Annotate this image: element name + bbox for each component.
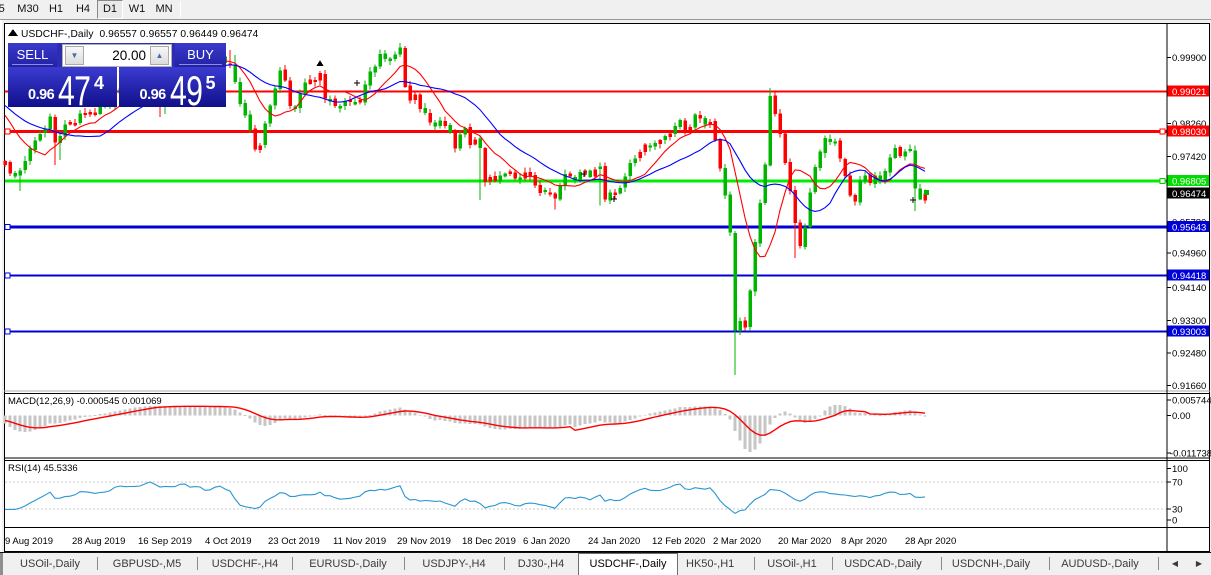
svg-text:RSI(14) 45.5336: RSI(14) 45.5336 (8, 463, 78, 474)
svg-text:0.99900: 0.99900 (1172, 53, 1206, 64)
svg-text:0.93003: 0.93003 (1172, 327, 1206, 338)
svg-text:MACD(12,26,9) -0.000545 0.0010: MACD(12,26,9) -0.000545 0.001069 (8, 396, 162, 407)
svg-text:23 Oct 2019: 23 Oct 2019 (268, 536, 320, 547)
svg-text:0.98030: 0.98030 (1172, 127, 1206, 138)
svg-text:12 Feb 2020: 12 Feb 2020 (652, 536, 705, 547)
svg-text:0.005744: 0.005744 (1172, 395, 1211, 406)
svg-text:100: 100 (1172, 464, 1188, 475)
svg-text:28 Aug 2019: 28 Aug 2019 (72, 536, 125, 547)
svg-text:8 Apr 2020: 8 Apr 2020 (841, 536, 887, 547)
svg-text:16 Sep 2019: 16 Sep 2019 (138, 536, 192, 547)
svg-text:11 Nov 2019: 11 Nov 2019 (333, 536, 386, 547)
svg-text:0.96805: 0.96805 (1172, 177, 1206, 188)
svg-text:0.97420: 0.97420 (1172, 152, 1206, 163)
svg-text:-0.011738: -0.011738 (1170, 449, 1211, 460)
svg-text:29 Nov 2019: 29 Nov 2019 (397, 536, 451, 547)
svg-text:2 Mar 2020: 2 Mar 2020 (713, 536, 761, 547)
svg-text:0.91660: 0.91660 (1172, 381, 1206, 392)
svg-text:20 Mar 2020: 20 Mar 2020 (778, 536, 831, 547)
svg-text:0.94960: 0.94960 (1172, 249, 1206, 260)
svg-text:0.95643: 0.95643 (1172, 223, 1206, 234)
svg-text:4 Oct 2019: 4 Oct 2019 (205, 536, 251, 547)
svg-text:0.99021: 0.99021 (1172, 87, 1206, 98)
svg-text:28 Apr 2020: 28 Apr 2020 (905, 536, 956, 547)
svg-text:24 Jan 2020: 24 Jan 2020 (588, 536, 640, 547)
svg-text:30: 30 (1172, 505, 1183, 516)
svg-text:0: 0 (1172, 516, 1177, 527)
svg-text:9 Aug 2019: 9 Aug 2019 (5, 536, 53, 547)
svg-text:0.94140: 0.94140 (1172, 283, 1206, 294)
svg-text:70: 70 (1172, 478, 1183, 489)
svg-text:USDCHF-,Daily 0.96557 0.96557: USDCHF-,Daily 0.96557 0.96557 0.96449 0.… (21, 29, 259, 40)
svg-text:18 Dec 2019: 18 Dec 2019 (462, 536, 516, 547)
svg-text:0.93300: 0.93300 (1172, 316, 1206, 327)
svg-text:0.98260: 0.98260 (1172, 119, 1206, 130)
svg-text:0.94418: 0.94418 (1172, 271, 1206, 282)
svg-text:6 Jan 2020: 6 Jan 2020 (523, 536, 570, 547)
svg-text:0.92480: 0.92480 (1172, 349, 1206, 360)
svg-text:0.00: 0.00 (1172, 411, 1191, 422)
svg-text:0.96474: 0.96474 (1172, 189, 1206, 200)
